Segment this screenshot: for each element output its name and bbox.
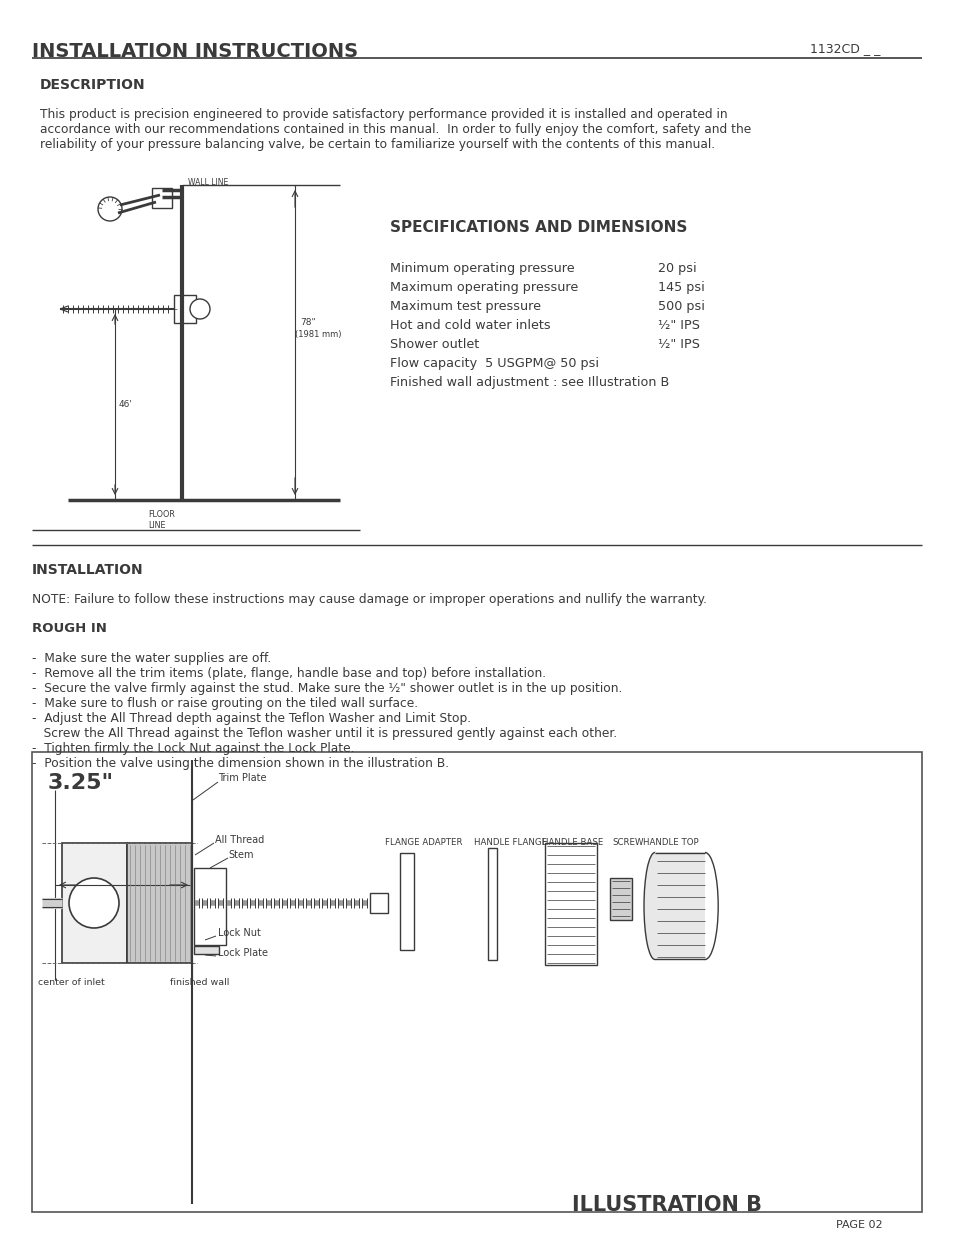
Text: -  Remove all the trim items (plate, flange, handle base and top) before install: - Remove all the trim items (plate, flan…: [32, 667, 545, 680]
Text: 20 psi: 20 psi: [658, 262, 696, 275]
Text: All Thread: All Thread: [214, 835, 264, 845]
Text: SCREW: SCREW: [612, 839, 643, 847]
Text: LINE: LINE: [148, 521, 165, 530]
Text: Stem: Stem: [228, 850, 253, 860]
Text: Flow capacity  5 USGPM@ 50 psi: Flow capacity 5 USGPM@ 50 psi: [390, 357, 598, 370]
Ellipse shape: [643, 852, 665, 960]
Circle shape: [69, 878, 119, 927]
Text: 145 psi: 145 psi: [658, 282, 704, 294]
Text: SPECIFICATIONS AND DIMENSIONS: SPECIFICATIONS AND DIMENSIONS: [390, 220, 687, 235]
Text: PAGE 02: PAGE 02: [835, 1220, 882, 1230]
Text: reliability of your pressure balancing valve, be certain to familiarize yourself: reliability of your pressure balancing v…: [40, 138, 715, 151]
Text: Finished wall adjustment : see Illustration B: Finished wall adjustment : see Illustrat…: [390, 375, 669, 389]
Text: -  Make sure to flush or raise grouting on the tiled wall surface.: - Make sure to flush or raise grouting o…: [32, 697, 417, 710]
Text: Hot and cold water inlets: Hot and cold water inlets: [390, 319, 550, 332]
Text: Maximum test pressure: Maximum test pressure: [390, 300, 540, 312]
Text: INSTALLATION INSTRUCTIONS: INSTALLATION INSTRUCTIONS: [32, 42, 357, 61]
Bar: [399, 853, 414, 950]
Text: Maximum operating pressure: Maximum operating pressure: [390, 282, 578, 294]
Bar: [370, 893, 388, 913]
Bar: [544, 844, 597, 965]
Text: FLANGE ADAPTER: FLANGE ADAPTER: [385, 839, 462, 847]
Bar: [127, 844, 192, 963]
Text: Lock Nut: Lock Nut: [218, 927, 260, 939]
Text: 1132CD _ _: 1132CD _ _: [809, 42, 880, 56]
Text: Trim Plate: Trim Plate: [218, 773, 266, 783]
Text: DESCRIPTION: DESCRIPTION: [40, 78, 146, 91]
Text: 500 psi: 500 psi: [658, 300, 704, 312]
Text: Minimum operating pressure: Minimum operating pressure: [390, 262, 574, 275]
Bar: [655, 852, 704, 960]
Text: NOTE: Failure to follow these instructions may cause damage or improper operatio: NOTE: Failure to follow these instructio…: [32, 593, 706, 606]
Text: ILLUSTRATION B: ILLUSTRATION B: [572, 1195, 761, 1215]
Text: WALL LINE: WALL LINE: [188, 178, 228, 186]
Text: center of inlet: center of inlet: [38, 978, 105, 987]
Text: -  Secure the valve firmly against the stud. Make sure the ½" shower outlet is i: - Secure the valve firmly against the st…: [32, 682, 621, 695]
Text: ½" IPS: ½" IPS: [658, 338, 700, 351]
Text: Screw the All Thread against the Teflon washer until it is pressured gently agai: Screw the All Thread against the Teflon …: [32, 727, 617, 740]
Bar: [152, 188, 172, 207]
Circle shape: [98, 198, 122, 221]
Circle shape: [190, 299, 210, 319]
Bar: [193, 946, 219, 953]
Text: -  Position the valve using the dimension shown in the illustration B.: - Position the valve using the dimension…: [32, 757, 449, 769]
Bar: [32, 752, 921, 1212]
Text: INSTALLATION: INSTALLATION: [32, 563, 144, 577]
Text: -  Adjust the All Thread depth against the Teflon Washer and Limit Stop.: - Adjust the All Thread depth against th…: [32, 713, 471, 725]
Text: Shower outlet: Shower outlet: [390, 338, 478, 351]
Text: HANDLE TOP: HANDLE TOP: [642, 839, 698, 847]
Text: 46': 46': [119, 400, 132, 409]
Text: This product is precision engineered to provide satisfactory performance provide: This product is precision engineered to …: [40, 107, 727, 121]
Bar: [609, 878, 631, 920]
Bar: [193, 868, 226, 945]
Text: -  Tighten firmly the Lock Nut against the Lock Plate.: - Tighten firmly the Lock Nut against th…: [32, 742, 355, 755]
Text: HANDLE FLANGE: HANDLE FLANGE: [474, 839, 547, 847]
Text: (1981 mm): (1981 mm): [294, 330, 341, 338]
Bar: [488, 848, 497, 960]
Text: HANDLE BASE: HANDLE BASE: [541, 839, 602, 847]
Text: accordance with our recommendations contained in this manual.  In order to fully: accordance with our recommendations cont…: [40, 124, 750, 136]
Text: 3.25": 3.25": [48, 773, 114, 793]
Text: ROUGH IN: ROUGH IN: [32, 622, 107, 635]
Text: finished wall: finished wall: [170, 978, 229, 987]
Text: 78": 78": [299, 317, 315, 327]
Bar: [62, 844, 127, 963]
Text: Lock Plate: Lock Plate: [218, 948, 268, 958]
Text: ½" IPS: ½" IPS: [658, 319, 700, 332]
Text: -  Make sure the water supplies are off.: - Make sure the water supplies are off.: [32, 652, 271, 664]
Text: FLOOR: FLOOR: [148, 510, 174, 519]
Bar: [173, 295, 195, 324]
